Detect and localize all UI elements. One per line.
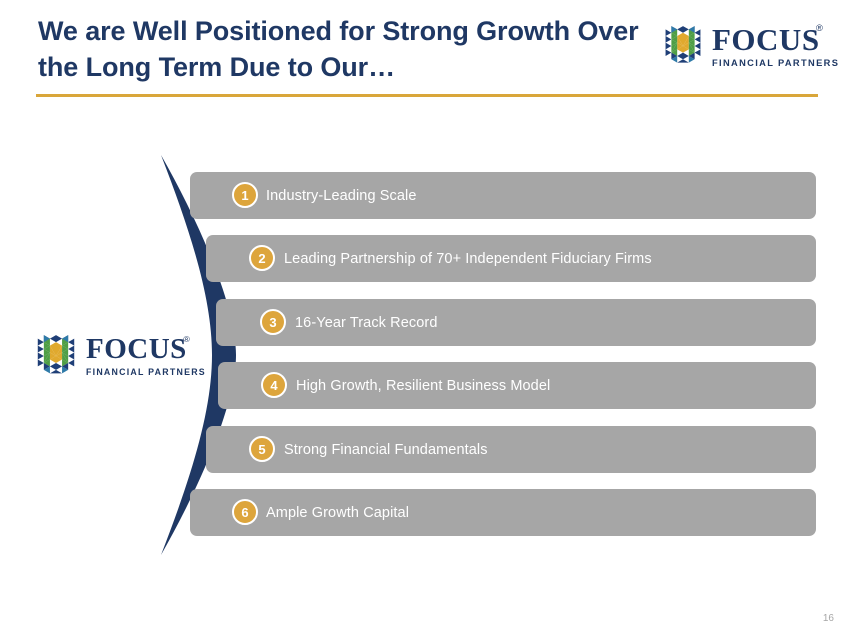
focus-logo-header: FOCUS ® FINANCIAL PARTNERS [662, 22, 840, 68]
page-number: 16 [822, 613, 834, 624]
page-title: We are Well Positioned for Strong Growth… [38, 16, 639, 82]
benefit-number-badge: 1 [232, 182, 258, 208]
benefit-bar[interactable]: 2 Leading Partnership of 70+ Independent … [206, 235, 816, 282]
benefit-number-badge: 5 [249, 436, 275, 462]
benefit-bar[interactable]: 5 Strong Financial Fundamentals [206, 426, 816, 473]
benefit-label: High Growth, Resilient Business Model [296, 377, 551, 394]
benefit-number-badge: 3 [260, 309, 286, 335]
benefit-number-badge: 4 [261, 372, 287, 398]
benefit-label: Leading Partnership of 70+ Independent F… [284, 250, 652, 267]
focus-hexagon-mark-icon [665, 26, 701, 63]
benefit-bar[interactable]: 1 Industry-Leading Scale [190, 172, 816, 219]
registered-mark: ® [815, 23, 824, 34]
benefit-label: Industry-Leading Scale [266, 187, 417, 204]
benefit-number-badge: 2 [249, 245, 275, 271]
benefit-label: 16-Year Track Record [295, 314, 438, 331]
benefit-bar[interactable]: 4 High Growth, Resilient Business Model [218, 362, 816, 409]
focus-tagline: FINANCIAL PARTNERS [712, 58, 840, 68]
benefit-label: Strong Financial Fundamentals [284, 441, 488, 458]
focus-wordmark: FOCUS ® FINANCIAL PARTNERS [712, 22, 840, 68]
focus-tagline: FINANCIAL PARTNERS [86, 367, 206, 378]
benefit-bar[interactable]: 6 Ample Growth Capital [190, 489, 816, 536]
header-divider [36, 94, 818, 97]
focus-hexagon-mark-icon [37, 335, 75, 374]
benefit-number-badge: 6 [232, 499, 258, 525]
benefit-label: Ample Growth Capital [266, 504, 410, 521]
focus-name: FOCUS ® [712, 22, 824, 57]
slide-header: We are Well Positioned for Strong Growth… [0, 0, 850, 100]
benefit-bar[interactable]: 3 16-Year Track Record [216, 299, 816, 346]
